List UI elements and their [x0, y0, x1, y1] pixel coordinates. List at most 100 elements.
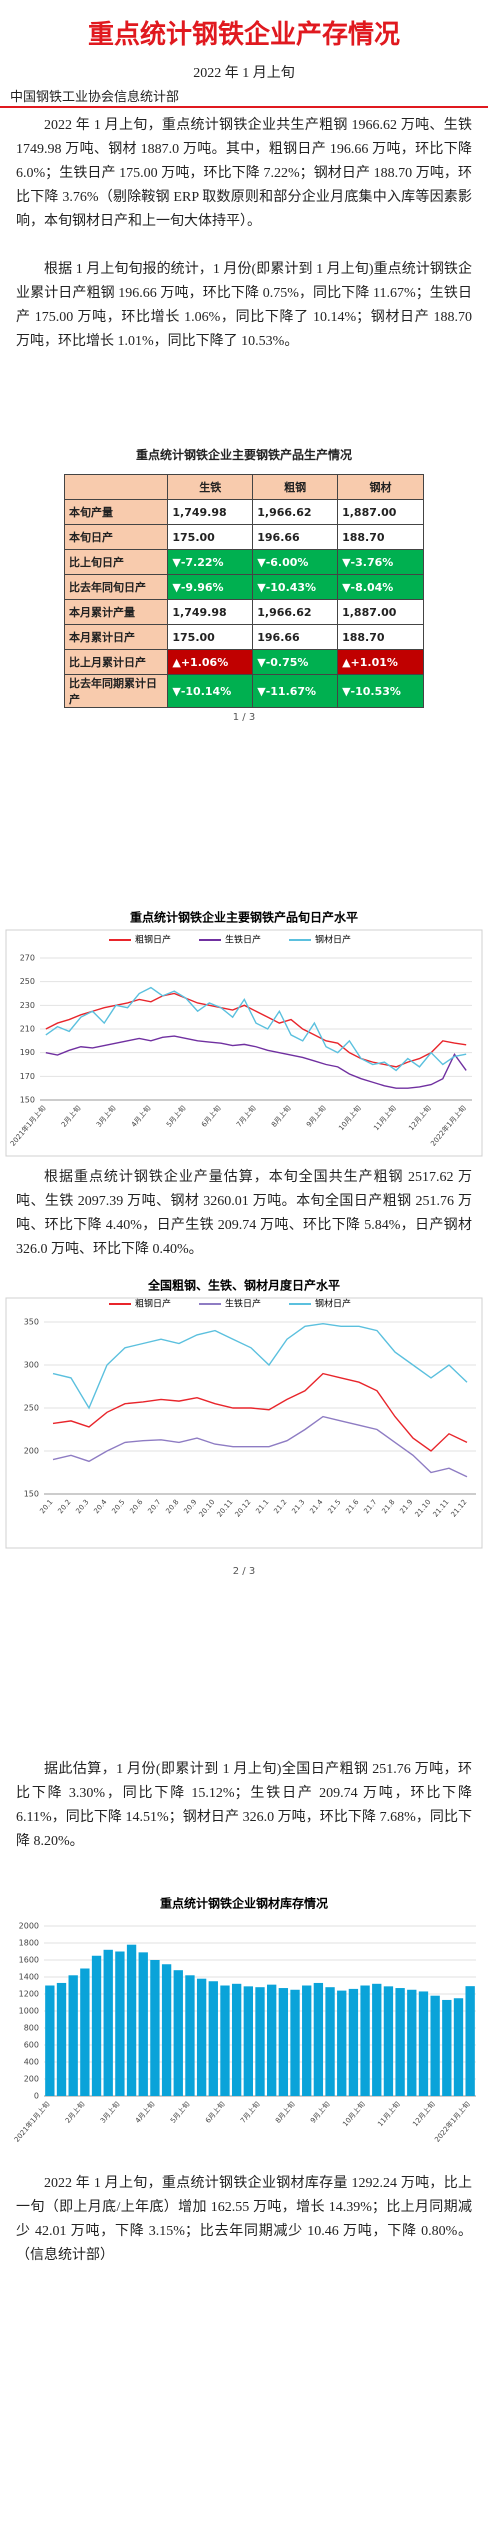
- y-tick-label: 150: [20, 1096, 35, 1105]
- x-tick-label: 4月上旬: [129, 1104, 152, 1129]
- bar: [115, 1951, 125, 2096]
- legend-label: 生铁日产: [225, 934, 261, 946]
- y-tick-label: 1800: [19, 1939, 39, 1948]
- table-cell: 1,966.62: [252, 499, 339, 525]
- table-cell: 188.70: [337, 524, 424, 550]
- x-tick-label: 10月上旬: [336, 1104, 362, 1133]
- header-cell: 钢材: [337, 474, 424, 500]
- x-tick-label: 21.12: [450, 1498, 469, 1518]
- header-cell: [63, 474, 169, 500]
- bar: [103, 1949, 113, 2096]
- series-line: [52, 1323, 468, 1410]
- paragraph: 据此估算，1 月份(即累计到 1 月上旬)全国日产粗钢 251.76 万吨，环比…: [16, 1762, 472, 1849]
- x-tick-label: 20.6: [128, 1498, 144, 1516]
- x-tick-label: 9月上旬: [304, 1104, 327, 1129]
- x-tick-label: 20.3: [74, 1498, 90, 1515]
- table-row: 比上旬日产 ▼-7.22% ▼-6.00% ▼-3.76%: [63, 549, 424, 575]
- table-cell: 196.66: [252, 624, 339, 650]
- legend-label: 生铁日产: [225, 1298, 261, 1310]
- bar: [337, 1990, 347, 2096]
- x-tick-label: 21.2: [272, 1498, 288, 1515]
- x-tick-label: 2月上旬: [59, 1104, 82, 1129]
- x-tick-label: 21.3: [290, 1498, 306, 1515]
- paragraph: 根据 1 月上旬旬报的统计，1 月份(即累计到 1 月上旬)重点统计钢铁企业累计…: [16, 262, 472, 349]
- bar: [418, 1991, 429, 2096]
- bar: [91, 1955, 102, 2096]
- y-tick-label: 400: [24, 2058, 39, 2067]
- legend-label: 粗钢日产: [135, 934, 171, 946]
- paragraph: 2022 年 1 月上旬，重点统计钢铁企业钢材库存量 1292.24 万吨，比上…: [16, 2176, 472, 2263]
- y-tick-label: 200: [24, 2075, 39, 2084]
- y-tick-label: 250: [20, 977, 35, 986]
- x-tick-label: 21.10: [414, 1498, 433, 1518]
- series-line: [52, 1372, 468, 1452]
- table-row: 本旬日产 175.00 196.66 188.70: [63, 524, 424, 550]
- x-tick-label: 21.6: [344, 1498, 360, 1516]
- bar: [383, 1986, 394, 2096]
- x-tick-label: 4月上旬: [133, 2100, 156, 2125]
- series-line: [45, 992, 467, 1068]
- x-tick-label: 21.4: [308, 1498, 324, 1516]
- x-tick-label: 8月上旬: [273, 2100, 296, 2125]
- bar: [185, 1975, 195, 2096]
- x-tick-label: 5月上旬: [164, 1104, 187, 1129]
- table-cell: ▼-6.00%: [252, 549, 339, 575]
- bar: [267, 1984, 277, 2096]
- table-row: 本月累计日产 175.00 196.66 188.70: [63, 624, 424, 650]
- x-tick-label: 12月上旬: [411, 2100, 437, 2129]
- table-cell: ▼-3.76%: [337, 549, 424, 575]
- x-tick-label: 12月上旬: [407, 1104, 433, 1133]
- x-tick-label: 3月上旬: [94, 1104, 117, 1129]
- y-tick-label: 1200: [19, 1990, 39, 1999]
- x-tick-label: 3月上旬: [98, 2100, 121, 2125]
- row-label: 本旬产量: [63, 499, 169, 525]
- x-tick-label: 2021年1月上旬: [12, 2100, 51, 2144]
- x-tick-label: 5月上旬: [168, 2100, 191, 2125]
- bar: [150, 1960, 160, 2096]
- y-tick-label: 150: [24, 1490, 39, 1499]
- page-marker: 1 / 3: [232, 712, 256, 723]
- bar: [395, 1988, 405, 2096]
- x-tick-label: 21.8: [380, 1498, 396, 1515]
- bar: [313, 1982, 324, 2096]
- table-cell: 1,749.98: [167, 499, 254, 525]
- table-row: 比上月累计日产 ▲+1.06% ▼-0.75% ▲+1.01%: [63, 649, 424, 675]
- x-tick-label: 2022年1月上旬: [432, 2100, 471, 2144]
- x-tick-label: 20.8: [164, 1498, 180, 1515]
- x-tick-label: 6月上旬: [203, 2100, 226, 2125]
- table-cell: ▼-7.22%: [167, 549, 254, 575]
- bar: [348, 1988, 359, 2096]
- x-tick-label: 20.2: [56, 1498, 72, 1515]
- bar: [407, 1989, 417, 2096]
- x-tick-label: 21.7: [362, 1498, 378, 1515]
- series-line: [52, 1415, 468, 1478]
- bar: [278, 1988, 289, 2096]
- row-label: 本月累计产量: [63, 599, 169, 625]
- y-tick-label: 350: [24, 1318, 39, 1327]
- table-cell: ▼-10.43%: [252, 574, 339, 600]
- table-cell: ▼-10.14%: [167, 674, 254, 708]
- bar: [231, 1983, 242, 2096]
- y-tick-label: 2000: [19, 1922, 39, 1931]
- y-tick-label: 170: [20, 1072, 35, 1081]
- x-tick-label: 10月上旬: [340, 2100, 366, 2129]
- bar: [430, 1995, 440, 2096]
- bar: [138, 1952, 148, 2096]
- y-tick-label: 190: [20, 1048, 35, 1057]
- paragraph: 根据重点统计钢铁企业产量估算，本旬全国共生产粗钢 2517.62 万吨、生铁 2…: [16, 1170, 472, 1257]
- x-tick-label: 20.5: [110, 1498, 126, 1515]
- x-tick-label: 21.1: [254, 1498, 270, 1515]
- chart-title: 重点统计钢铁企业钢材库存情况: [160, 1896, 328, 1911]
- row-label: 比上旬日产: [63, 549, 169, 575]
- x-tick-label: 20.4: [92, 1498, 108, 1516]
- table-row: 比去年同期累计日产 ▼-10.14% ▼-11.67% ▼-10.53%: [63, 674, 424, 708]
- bar: [465, 1986, 475, 2096]
- bar: [290, 1989, 300, 2096]
- series-line: [45, 986, 467, 1072]
- x-tick-label: 20.11: [216, 1498, 235, 1518]
- row-label: 比去年同旬日产: [63, 574, 169, 600]
- page-marker: 2 / 3: [232, 1566, 256, 1577]
- table-cell: 175.00: [167, 624, 254, 650]
- x-tick-label: 2021年1月上旬: [8, 1104, 47, 1148]
- bar: [255, 1987, 265, 2096]
